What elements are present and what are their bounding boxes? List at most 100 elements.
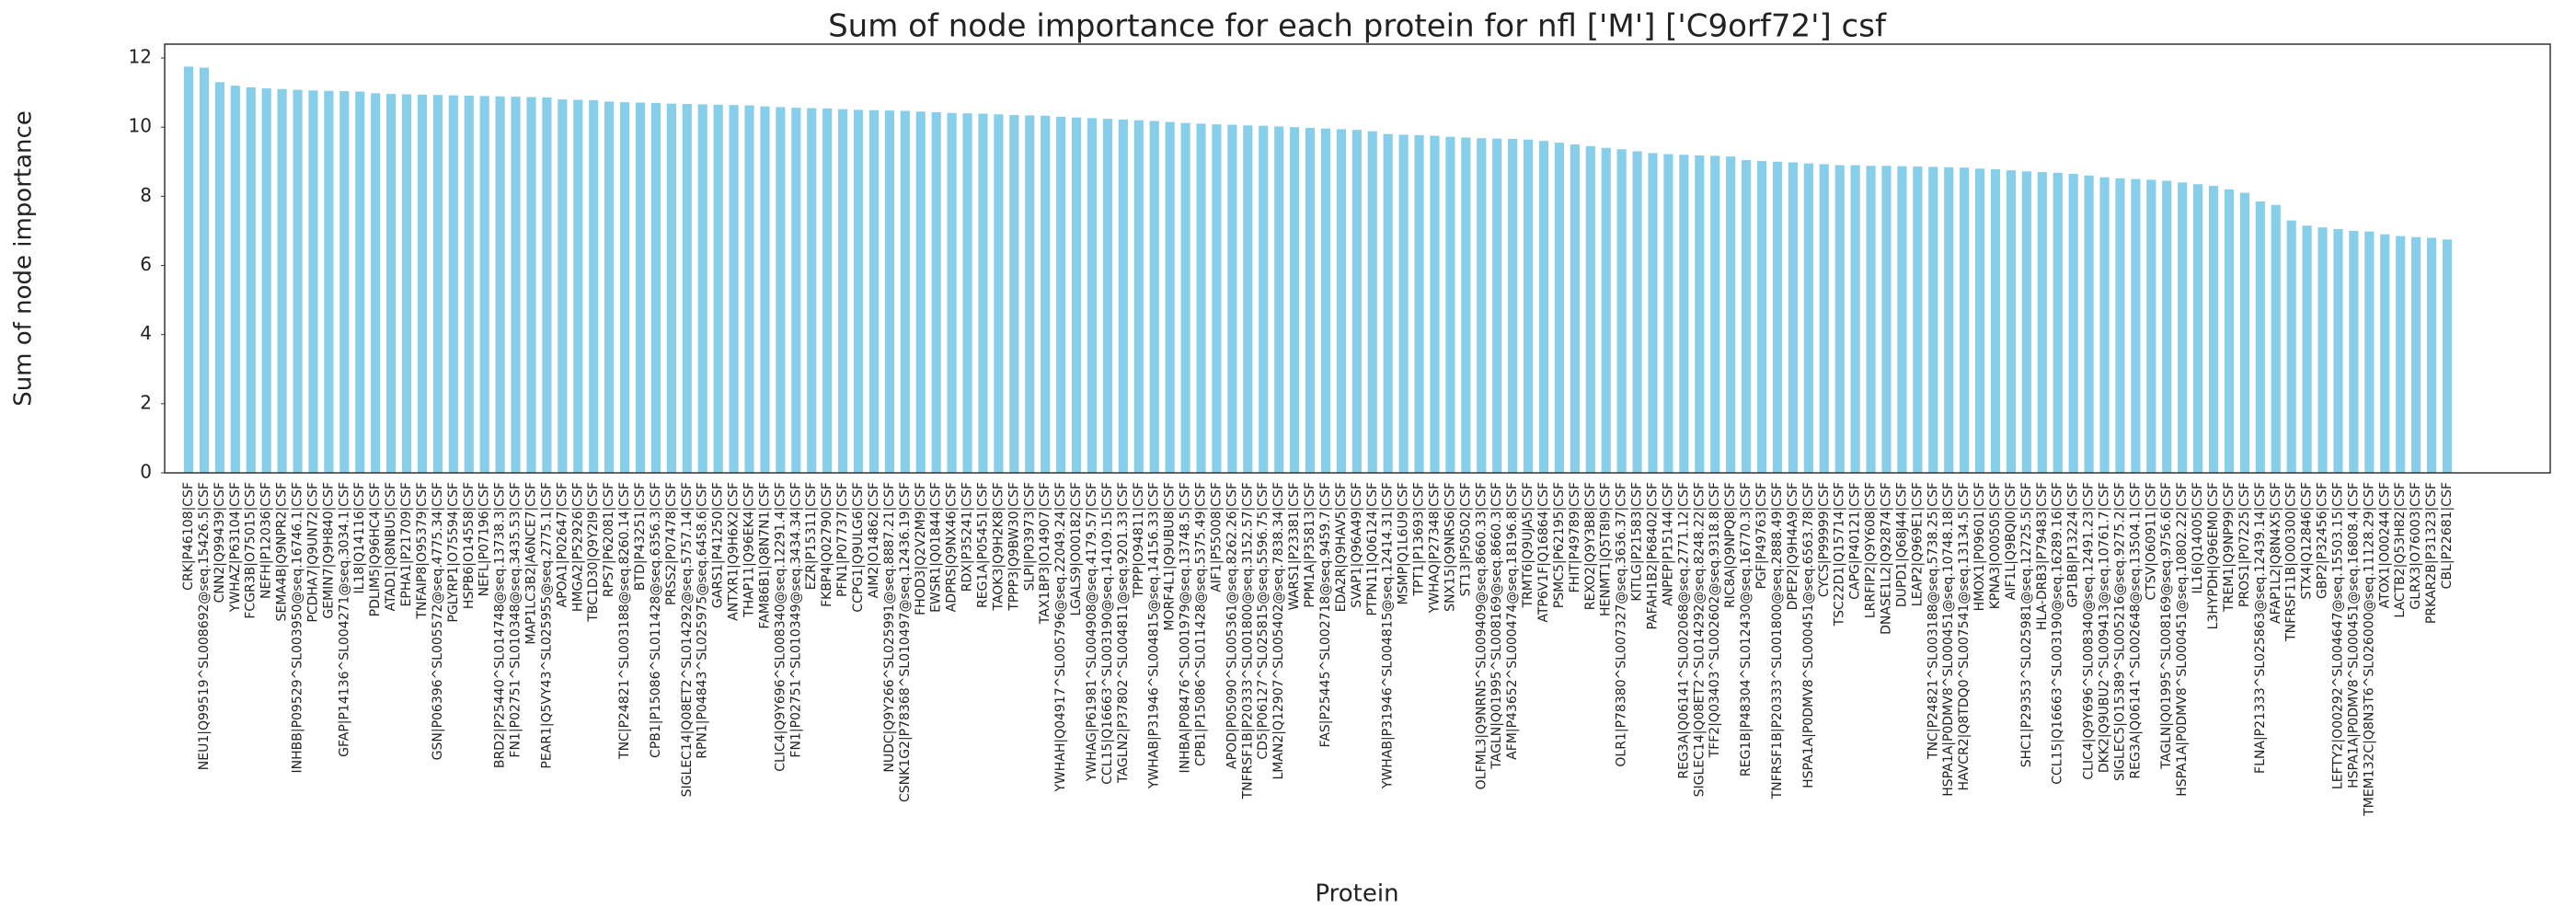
x-tick-label: CNN2|Q99439|CSF xyxy=(213,482,227,603)
x-tick-label: GSN|P06396^SL005572@seq.4775.34|CSF xyxy=(431,482,445,760)
bar xyxy=(199,67,210,473)
bar xyxy=(1227,124,1237,473)
bar xyxy=(1009,115,1019,474)
bar xyxy=(1881,166,1892,473)
x-tick-label: DUPD1|Q68J44|CSF xyxy=(1894,482,1909,607)
bar xyxy=(1414,134,1424,473)
x-tick-label: FN1|P02751^SL010348@seq.3435.53|CSF xyxy=(509,482,523,758)
bar xyxy=(884,110,894,473)
bar xyxy=(2208,186,2219,474)
x-tick-label: FHOD3|Q2V2M9|CSF xyxy=(914,482,928,615)
bar xyxy=(2255,201,2265,473)
bar xyxy=(355,91,365,474)
x-tick-label: PGF|P49763|CSF xyxy=(1754,482,1769,589)
bar xyxy=(697,104,707,473)
y-tick-label: 8 xyxy=(140,184,152,206)
bar xyxy=(511,97,521,473)
x-tick-label: DKK2|Q9UBU2^SL009413@seq.10761.7|CSF xyxy=(2098,482,2112,773)
bar xyxy=(1367,131,1377,473)
x-tick-label: NEU1|Q99519^SL008692@seq.15426.5|CSF xyxy=(197,482,212,770)
bar xyxy=(1772,161,1783,473)
x-tick-label: ATAD1|Q8NBU5|CSF xyxy=(384,482,398,612)
x-tick-label: NEFL|P07196|CSF xyxy=(477,482,492,596)
x-tick-label: TNFRSF1B|P20333^SL001800@seq.2888.49|CSF xyxy=(1770,482,1785,799)
bar xyxy=(1819,164,1829,473)
x-tick-label: REXO2|Q9Y3B8|CSF xyxy=(1583,482,1598,610)
x-tick-label: CCL15|Q16663^SL003190@seq.16289.16|CSF xyxy=(2051,482,2065,785)
x-tick-label: PEAR1|Q5VY43^SL025955@seq.2775.1|CSF xyxy=(539,482,554,769)
bar xyxy=(1585,145,1595,473)
y-axis-label: Sum of node importance xyxy=(10,110,38,407)
x-tick-label: SVAP1|Q96A49|CSF xyxy=(1350,482,1364,608)
bar xyxy=(432,95,443,474)
bar xyxy=(2006,170,2017,473)
bar xyxy=(1850,165,1860,473)
x-tick-label: AIF1|P55008|CSF xyxy=(1209,482,1224,592)
x-tick-label: HSPA1A|P0DMV8^SL000451@seq.6563.78|CSF xyxy=(1801,482,1816,788)
x-tick-label: LGALS9|O00182|CSF xyxy=(1069,482,1084,616)
bar xyxy=(1180,122,1190,473)
bar xyxy=(2115,178,2125,473)
x-tick-label: BRD2|P25440^SL014748@seq.13738.3|CSF xyxy=(493,482,508,768)
bar xyxy=(1305,127,1316,473)
x-tick-label: AFAP1L2|Q8N4X5|CSF xyxy=(2269,482,2283,624)
x-tick-label: SIGLEC14|Q08ET2^SL014292@seq.8248.22|CSF xyxy=(1692,482,1707,797)
x-tick-label: TSC22D1|Q15714|CSF xyxy=(1833,482,1847,627)
bar xyxy=(1679,155,1689,474)
bar xyxy=(1960,167,1970,473)
bar xyxy=(1351,130,1362,473)
bar xyxy=(650,102,661,474)
x-tick-label: CAPG|P40121|CSF xyxy=(1848,482,1863,600)
bar xyxy=(1834,165,1845,473)
x-tick-label: TMEM132C|Q8N3T6^SL026000@seq.11128.29|CS… xyxy=(2362,482,2376,817)
x-tick-label: LACTB2|Q53H82|CSF xyxy=(2393,482,2408,618)
bar xyxy=(868,109,880,474)
x-tick-label: L3HYPDH|Q96EM0|CSF xyxy=(2206,482,2221,629)
bar xyxy=(1336,129,1346,474)
bar xyxy=(2349,230,2359,473)
bar xyxy=(2021,171,2031,474)
bar xyxy=(604,101,615,473)
bar xyxy=(1087,118,1098,473)
x-tick-label: PPM1A|P35813|CSF xyxy=(1303,482,1317,608)
x-tick-label: LEFTY2|O00292^SL004647@seq.15503.15|CSF xyxy=(2330,482,2345,789)
x-tick-label: TPPP3|Q9BW30|CSF xyxy=(1006,482,1021,612)
bar xyxy=(1648,153,1658,473)
x-tick-label: FN1|P02751^SL010349@seq.3434.34|CSF xyxy=(788,482,803,758)
bar xyxy=(1243,125,1253,473)
bar xyxy=(1056,116,1066,473)
x-tick-label: HMGA2|P52926|CSF xyxy=(570,482,585,612)
x-tick-label: PTPN11|Q06124|CSF xyxy=(1365,482,1380,615)
plot-frame xyxy=(164,43,2551,474)
x-tick-label: PROS1|P07225|CSF xyxy=(2237,482,2252,607)
bar xyxy=(994,114,1004,474)
x-tick-label: REG1A|P05451|CSF xyxy=(975,482,990,608)
x-tick-label: MAP1LC3B2|A6NCE7|CSF xyxy=(523,482,538,645)
bar xyxy=(962,113,972,474)
x-tick-label: FLNA|P21333^SL025863@seq.12439.14|CSF xyxy=(2253,482,2268,774)
x-tick-label: ST13|P50502|CSF xyxy=(1458,482,1473,596)
bar xyxy=(1445,136,1455,473)
bar xyxy=(1102,119,1113,473)
bar xyxy=(183,66,194,473)
x-tick-label: KPNA3|O00505|CSF xyxy=(1988,482,2003,609)
x-tick-label: WARS1|P23381|CSF xyxy=(1287,482,1302,610)
bar xyxy=(1508,138,1518,474)
bar xyxy=(2224,189,2235,473)
x-tick-label: EDA2R|Q9HAV5|CSF xyxy=(1334,482,1349,612)
bar xyxy=(900,110,910,474)
x-tick-label: IL18|Q14116|CSF xyxy=(352,482,367,593)
x-tick-label: PAFAH1B2|P68402|CSF xyxy=(1646,482,1661,630)
bar xyxy=(1756,161,1767,473)
bar xyxy=(1461,137,1471,473)
x-tick-label: SIGLEC5|O15389^SL005216@seq.9275.2|CSF xyxy=(2112,482,2127,781)
bar xyxy=(417,94,428,474)
bar xyxy=(1616,149,1627,473)
bar xyxy=(1118,119,1128,473)
x-tick-label: EWSR1|Q01844|CSF xyxy=(929,482,944,613)
x-tick-label: RDX|P35241|CSF xyxy=(960,482,975,592)
x-tick-label: YWHAG|P61981^SL004908@seq.4179.57|CSF xyxy=(1085,482,1099,782)
x-tick-label: PCDHA7|Q9UN72|CSF xyxy=(305,482,320,623)
x-tick-label: THAP11|Q96EK4|CSF xyxy=(742,482,757,618)
x-tick-label: YWHAB|P31946^SL004815@seq.12414.31|CSF xyxy=(1381,482,1396,789)
